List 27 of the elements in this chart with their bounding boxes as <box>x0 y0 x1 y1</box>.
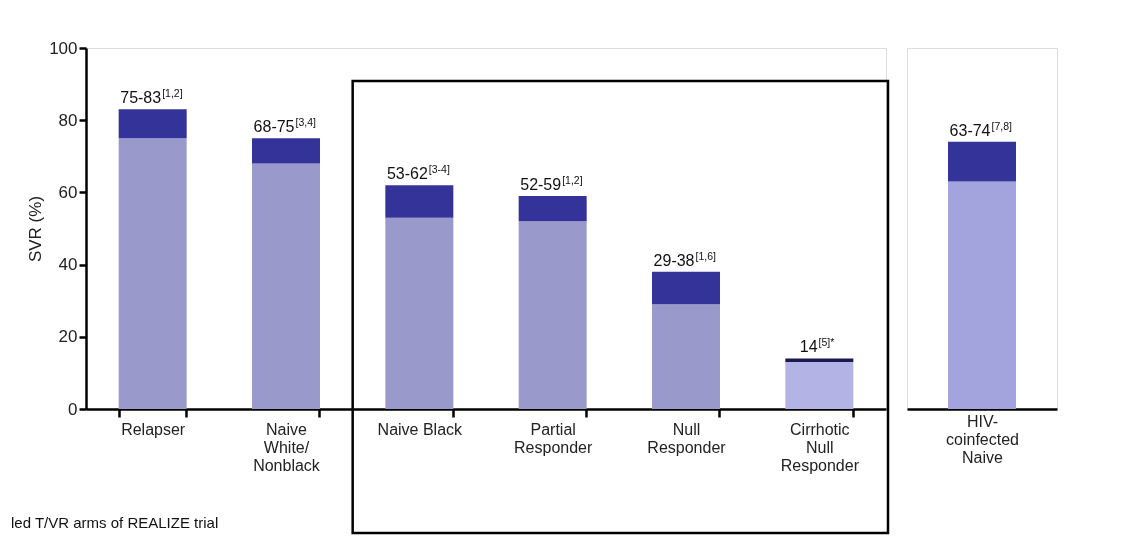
bar <box>652 304 720 409</box>
y-tick-label: 20 <box>58 327 78 347</box>
bar <box>118 109 187 139</box>
x-tick-label: Cirrhotic Null Responder <box>780 420 860 474</box>
y-tick-label: 0 <box>68 399 78 419</box>
bar <box>385 185 454 218</box>
x-tick-label: Partial Responder <box>514 420 593 456</box>
bar <box>118 138 187 409</box>
text: led T/VR arms of REALIZE trial <box>11 514 219 531</box>
bar <box>252 138 320 164</box>
y-tick-label: 80 <box>58 110 78 130</box>
x-tick-label: Naive Black <box>377 420 464 438</box>
bar <box>518 221 587 409</box>
bar <box>785 358 854 363</box>
y-axis-title: SVR (%) <box>26 195 46 263</box>
x-tick-label: Null Responder <box>647 420 727 456</box>
x-tick-label: HIV-coinfected Naive <box>946 412 1019 466</box>
y-tick-label: 100 <box>49 38 78 58</box>
bar <box>652 271 720 305</box>
x-tick-label: Relapser <box>121 420 186 438</box>
bar <box>785 362 854 409</box>
y-tick-label: 60 <box>58 182 78 202</box>
bar <box>385 217 454 409</box>
y-tick-label: 40 <box>58 255 78 275</box>
bar <box>518 196 587 222</box>
x-tick-label: Naive White/Nonblack <box>253 420 321 474</box>
bar <box>252 163 320 409</box>
